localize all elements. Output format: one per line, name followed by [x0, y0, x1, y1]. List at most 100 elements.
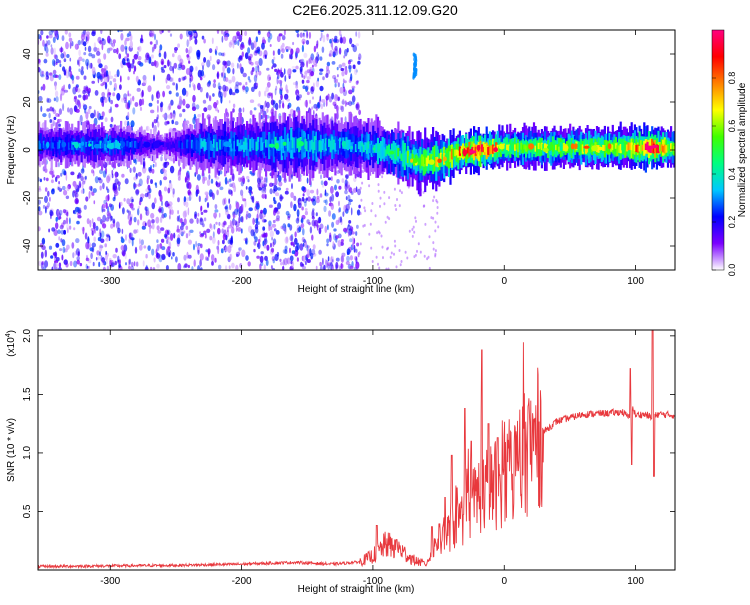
y-tick-label: 40	[22, 48, 33, 60]
spectrogram-cell	[113, 185, 116, 193]
spectrogram-cell	[355, 31, 358, 37]
spectrogram-cell	[254, 61, 259, 65]
spectrogram-cell	[117, 30, 120, 33]
spectrogram-cell	[306, 91, 310, 96]
spectrogram-cell	[112, 92, 116, 97]
spectrogram-cell	[44, 187, 48, 192]
spectrogram-cell	[73, 190, 76, 194]
spectrogram-cell	[96, 51, 101, 56]
spectrogram-cell	[98, 178, 103, 184]
spectrogram-cell	[611, 144, 614, 151]
x-tick-label: -100	[363, 276, 383, 287]
spectrogram-cell	[211, 261, 214, 266]
spectrogram-cell	[85, 31, 90, 37]
spectrogram-cell	[266, 101, 270, 109]
spectrogram-cell	[221, 228, 224, 234]
spectrogram-cell	[411, 154, 414, 162]
spectrogram-cell	[498, 143, 505, 150]
spectrogram-cell	[143, 161, 145, 169]
spectrogram-cell	[523, 144, 526, 150]
spectrogram-cell	[272, 267, 275, 270]
spectrogram-cell	[357, 60, 361, 65]
spectrogram-cell	[313, 103, 318, 109]
spectrogram-cell	[344, 116, 347, 123]
spectrogram-cell	[272, 50, 275, 56]
spectrogram-cell	[45, 71, 49, 77]
spectrogram-cell	[423, 204, 426, 208]
spectrogram-cell	[348, 199, 353, 203]
spectrogram-cell	[167, 203, 170, 207]
spectrogram-cell	[110, 262, 115, 268]
spectrogram-cell	[414, 57, 418, 62]
spectrogram-cell	[306, 76, 311, 80]
x-tick-label: 0	[501, 276, 507, 287]
spectrogram-cell	[172, 66, 174, 74]
spectrogram-cell	[93, 117, 98, 126]
spectrogram-cell	[39, 68, 42, 77]
spectrogram-cell	[189, 83, 191, 88]
spectrogram-cell	[340, 241, 344, 246]
spectrogram-cell	[134, 102, 139, 107]
spectrogram-cell	[521, 144, 525, 153]
spectrogram-cell	[54, 262, 58, 269]
spectrogram-cell	[59, 63, 62, 68]
svg-text:(x104): (x104)	[5, 330, 17, 357]
spectrogram-cell	[335, 137, 339, 150]
spectrogram-cell	[370, 246, 373, 250]
figure-title: C2E6.2025.311.12.09.G20	[292, 2, 458, 18]
spectrogram-cell	[183, 218, 187, 226]
spectrogram-cell	[197, 82, 201, 91]
spectrogram-cell	[578, 141, 581, 151]
spectrogram-cell	[273, 209, 276, 216]
spectrogram-cell	[204, 197, 207, 203]
spectrogram-cell	[45, 46, 49, 54]
spectrogram-cell	[319, 85, 324, 92]
spectrogram-cell	[127, 214, 130, 220]
spectrogram-cell	[73, 227, 76, 231]
spectrogram-cell	[289, 53, 291, 60]
spectrogram-cell	[217, 109, 220, 113]
spectrogram-cell	[155, 39, 158, 46]
spectrogram-cell	[249, 192, 252, 196]
spectrogram-cell	[487, 147, 490, 155]
spectrogram-cell	[296, 257, 299, 262]
spectrogram-cell	[88, 62, 93, 69]
spectrogram-cell	[509, 145, 512, 153]
spectrogram-cell	[223, 220, 227, 225]
spectrogram-cell	[66, 185, 70, 192]
spectrogram-cell	[48, 245, 53, 250]
spectrogram-cell	[172, 252, 175, 257]
spectrogram-cell	[181, 87, 187, 96]
spectrogram-cell	[355, 69, 358, 73]
spectrogram-cell	[41, 143, 44, 149]
spectrogram-cell	[141, 39, 144, 44]
spectrogram-cell	[231, 137, 235, 149]
spectrogram-cell	[53, 60, 56, 67]
spectrogram-cell	[92, 222, 96, 230]
spectrogram-cell	[331, 221, 335, 228]
spectrogram-cell	[54, 74, 59, 78]
spectrogram-cell	[83, 41, 87, 47]
spectrogram-cell	[231, 226, 235, 234]
spectrogram-cell	[166, 239, 169, 245]
spectrogram-cell	[330, 203, 334, 211]
spectrogram-cell	[99, 251, 101, 257]
spectrogram-cell	[240, 189, 244, 196]
spectrogram-cell	[305, 260, 307, 266]
spectrogram-cell	[161, 246, 166, 251]
spectrogram-cell	[90, 190, 93, 195]
spectrogram-cell	[400, 153, 403, 161]
spectrogram-cell	[455, 149, 458, 156]
spectrogram-cell	[398, 204, 401, 208]
spectrogram-cell	[228, 178, 232, 183]
spectrogram-cell	[139, 244, 143, 251]
spectrogram-cell	[99, 232, 102, 239]
spectrogram-cell	[256, 46, 261, 52]
spectrogram-cell	[235, 139, 238, 150]
spectrogram-cell	[218, 221, 221, 226]
spectrogram-cell	[212, 192, 215, 201]
spectrogram-cell	[196, 52, 201, 60]
spectrogram-cell	[249, 53, 253, 59]
spectrogram-cell	[551, 144, 554, 152]
spectrogram-cell	[360, 198, 363, 202]
